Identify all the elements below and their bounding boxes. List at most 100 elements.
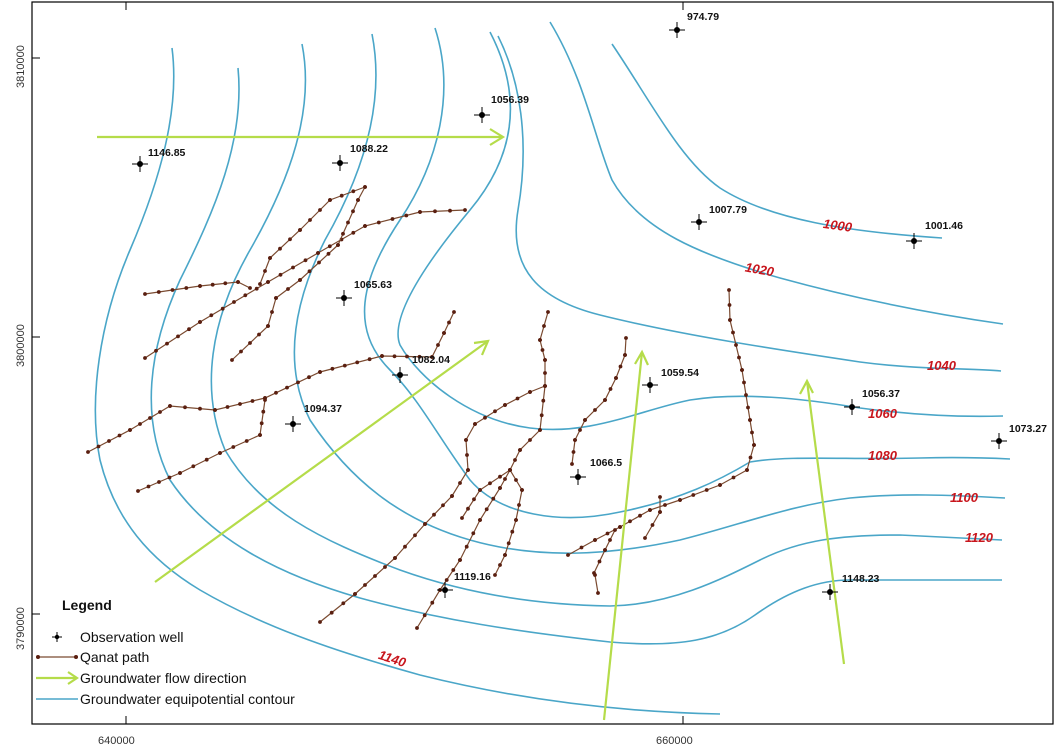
qanat-shaft	[341, 601, 346, 606]
qanat-shaft	[363, 224, 367, 228]
contour-line	[549, 21, 1004, 325]
qanat-shaft	[418, 210, 422, 214]
well-label: 1088.22	[350, 143, 388, 155]
well-label: 1119.16	[454, 571, 491, 583]
qanat-shaft	[204, 457, 209, 462]
qanat-shaft	[473, 422, 477, 426]
qanat-shaft	[441, 503, 445, 508]
qanat-shaft	[392, 354, 397, 359]
qanat-shaft	[543, 358, 547, 362]
flow-arrows	[97, 128, 846, 721]
well-label: 1073.27	[1009, 423, 1047, 435]
well-label: 1065.63	[354, 279, 392, 291]
well-label: 1066.5	[590, 457, 622, 469]
qanat-shaft	[198, 406, 202, 411]
qanat-shaft	[727, 303, 732, 307]
qanat-shaft	[493, 409, 497, 414]
contour-line	[150, 67, 1002, 645]
observation-wells: 974.79 1056.39 1146.85 1088.22 1007.79 1…	[132, 11, 1047, 600]
qanat-shaft	[538, 338, 542, 342]
qanat-shaft	[232, 300, 236, 304]
observation-well-marker	[437, 582, 453, 598]
qanat-shaft	[543, 384, 547, 388]
qanat-shaft	[447, 320, 451, 325]
qanat-shaft	[614, 376, 618, 380]
qanat-shaft	[750, 430, 754, 435]
qanat-shaft	[583, 418, 587, 422]
qanat-shaft	[603, 548, 607, 552]
qanat-shaft	[117, 433, 122, 438]
qanat-shaft	[158, 410, 162, 414]
qanat-shaft	[478, 488, 482, 492]
qanat-shaft	[658, 510, 662, 514]
qanat-shaft	[138, 422, 142, 426]
qanat-shaft	[718, 483, 722, 487]
qanat-shaft	[380, 354, 384, 358]
qanat-shaft	[191, 464, 196, 469]
qanat-shaft	[363, 185, 367, 189]
qanat-shaft	[288, 237, 292, 242]
qanat-shaft	[415, 626, 419, 630]
legend-label: Groundwater flow direction	[80, 670, 247, 686]
qanat-shaft	[737, 355, 741, 360]
legend-label: Groundwater equipotential contour	[80, 691, 295, 707]
qanat-shaft	[268, 256, 272, 260]
qanat-paths	[86, 185, 756, 630]
qanat-shaft	[154, 348, 158, 353]
qanat-shaft	[623, 353, 627, 357]
qanat-shaft	[528, 390, 532, 394]
qanat-shaft	[513, 458, 517, 462]
qanat-path	[144, 281, 251, 295]
qanat-shaft	[390, 217, 395, 221]
qanat-shaft	[515, 396, 520, 401]
qanat-shaft	[248, 341, 252, 345]
legend-label: Observation well	[80, 629, 184, 645]
flow-arrow	[97, 128, 506, 146]
qanat-shaft	[539, 413, 544, 418]
qanat-shaft	[493, 573, 497, 577]
qanat-shaft	[471, 531, 476, 536]
y-tick-label: 3810000	[15, 45, 27, 88]
qanat-shaft	[430, 600, 435, 605]
qanat-shaft	[143, 292, 147, 296]
legend: Legend Observation well Qanat path Groun…	[36, 597, 295, 707]
qanat-shaft	[405, 354, 409, 359]
qanat-shaft	[376, 220, 381, 225]
well-label: 1059.54	[661, 367, 699, 379]
well-label: 1094.37	[304, 403, 342, 415]
qanat-shaft	[303, 258, 308, 263]
qanat-shaft	[266, 324, 270, 328]
qanat-shaft	[596, 591, 600, 595]
qanat-path-icon	[36, 655, 78, 659]
contour-label: 1060	[868, 406, 898, 421]
qanat-shaft	[444, 578, 449, 582]
contour-line	[611, 43, 943, 239]
qanat-shaft	[613, 528, 617, 532]
qanat-shaft	[263, 269, 267, 273]
qanat-path	[571, 337, 627, 465]
qanat-shaft	[298, 278, 302, 282]
qanat-shaft	[403, 544, 407, 549]
flow-arrow	[154, 339, 490, 583]
qanat-shaft	[460, 516, 464, 520]
well-icon	[52, 632, 62, 642]
qanat-shaft	[464, 544, 469, 549]
qanat-shaft	[342, 363, 347, 368]
x-axis: 640000 660000	[98, 2, 693, 747]
observation-well-marker	[132, 156, 148, 172]
qanat-shaft	[608, 387, 613, 391]
qanat-shaft	[367, 357, 372, 362]
qanat-shaft	[316, 251, 320, 255]
qanat-shaft	[355, 360, 360, 365]
qanat-shaft	[254, 286, 259, 291]
contour-line	[397, 31, 1004, 431]
qanat-shaft	[178, 471, 182, 475]
qanat-shaft	[250, 399, 255, 403]
qanat-shaft	[605, 531, 610, 536]
y-axis: 3810000 3800000 3790000	[15, 45, 40, 650]
qanat-shaft	[258, 282, 262, 286]
qanat-shaft	[383, 565, 387, 569]
qanat-shaft	[307, 375, 311, 380]
qanat-shaft	[488, 481, 492, 486]
qanat-shaft	[244, 439, 249, 443]
